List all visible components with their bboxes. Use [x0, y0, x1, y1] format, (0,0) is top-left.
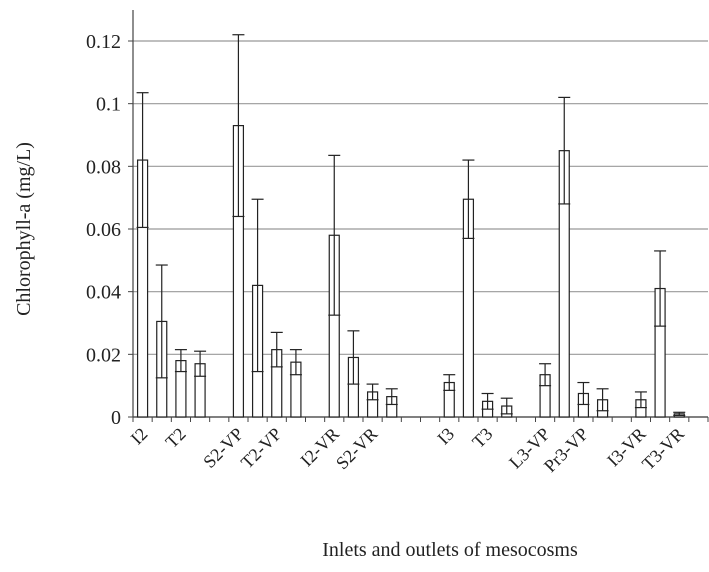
y-tick-label: 0.04	[86, 282, 121, 304]
error-bar	[577, 381, 590, 406]
error-bar	[385, 388, 398, 406]
error-bar	[251, 198, 264, 373]
y-tick-label: 0.02	[86, 344, 121, 366]
error-bar	[328, 154, 341, 316]
error-bar	[347, 330, 360, 385]
error-bar	[673, 411, 686, 417]
error-bar	[366, 383, 379, 401]
error-bar	[270, 331, 283, 368]
y-tick-label: 0	[111, 407, 121, 429]
x-axis-label: Inlets and outlets of mesocosms	[322, 539, 578, 561]
x-tick-label: T3-VR	[638, 424, 688, 474]
x-tick-label: S2-VP	[199, 424, 247, 472]
y-axis-label: Chlorophyll-a (mg/L)	[13, 142, 35, 316]
error-bar	[155, 264, 168, 379]
error-bar	[500, 397, 513, 415]
x-tick-label: Pr3-VP	[540, 424, 592, 476]
error-bar	[654, 250, 667, 327]
x-tick-label: T2-VP	[237, 424, 286, 473]
error-bar	[136, 92, 149, 229]
error-bar	[443, 374, 456, 391]
error-bar	[634, 391, 647, 409]
y-tick-label: 0.1	[96, 94, 121, 116]
error-bar	[558, 96, 571, 205]
error-bar	[194, 350, 207, 377]
x-tick-label: T3	[468, 424, 496, 452]
x-tick-label: S2-VR	[332, 424, 382, 474]
error-bar	[174, 349, 187, 373]
y-tick-label: 0.06	[86, 219, 121, 241]
x-tick-label: I3	[433, 424, 458, 449]
error-bar	[232, 34, 245, 218]
x-tick-label: T2	[161, 424, 189, 452]
error-bar	[481, 392, 494, 410]
error-bar	[539, 363, 552, 387]
error-bar	[289, 349, 302, 376]
error-bar	[462, 159, 475, 239]
y-tick-label: 0.12	[86, 31, 121, 53]
x-tick-label: I2	[127, 424, 152, 449]
error-bar	[596, 388, 609, 412]
y-tick-label: 0.08	[86, 156, 121, 178]
